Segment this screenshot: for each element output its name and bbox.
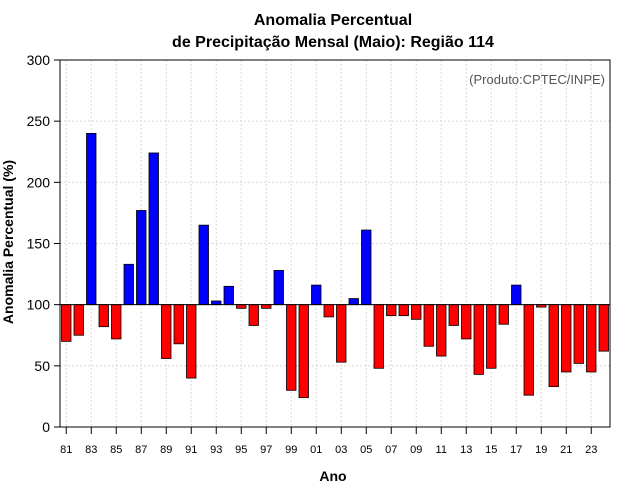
bar-24 — [598, 304, 609, 352]
bar-92 — [198, 224, 209, 306]
x-tick-label: 93 — [210, 444, 222, 456]
bar-22 — [573, 304, 584, 364]
bar-14 — [473, 304, 484, 375]
bar-90 — [173, 304, 184, 345]
bar-02 — [323, 304, 334, 318]
y-tick-label: 50 — [34, 358, 50, 374]
x-tick-label: 99 — [285, 444, 297, 456]
bar-82 — [73, 304, 84, 336]
bar-95 — [236, 304, 247, 309]
y-axis: 0 50 100 150 200 250 300 — [27, 52, 60, 435]
x-tick-label: 05 — [360, 444, 372, 456]
x-tick-label: 15 — [485, 444, 497, 456]
x-tick-label: 19 — [535, 444, 547, 456]
bar-17 — [511, 284, 522, 306]
bar-97 — [261, 304, 272, 309]
x-tick-label: 81 — [60, 444, 72, 456]
bar-04 — [348, 298, 359, 306]
x-tick-label: 11 — [436, 444, 447, 456]
bar-07 — [386, 304, 397, 317]
bar-18 — [523, 304, 534, 396]
bar-93 — [211, 300, 222, 306]
bar-83 — [86, 132, 97, 306]
y-tick-label: 0 — [42, 419, 50, 435]
x-tick-label: 97 — [260, 444, 272, 456]
x-tick-label: 87 — [135, 444, 147, 456]
bar-15 — [486, 304, 497, 369]
bar-09 — [411, 304, 422, 320]
bar-08 — [398, 304, 409, 317]
bar-94 — [223, 285, 234, 306]
x-tick-label: 21 — [560, 444, 572, 456]
x-tick-label: 17 — [510, 444, 522, 456]
bar-21 — [561, 304, 572, 373]
bar-87 — [136, 210, 147, 306]
x-tick-label: 09 — [410, 444, 422, 456]
x-tick-label: 95 — [235, 444, 247, 456]
bar-01 — [311, 284, 322, 306]
bar-84 — [98, 304, 109, 328]
bar-98 — [273, 270, 284, 306]
bar-10 — [423, 304, 434, 347]
bar-81 — [61, 304, 72, 342]
y-tick-label: 100 — [27, 297, 51, 313]
bar-13 — [461, 304, 472, 340]
bar-96 — [248, 304, 259, 326]
chart-title-line1: Anomalia Percentual — [254, 12, 412, 29]
bar-85 — [111, 304, 122, 340]
bar-03 — [336, 304, 347, 363]
x-tick-label: 07 — [385, 444, 397, 456]
bar-91 — [186, 304, 197, 379]
source-annotation: (Produto:CPTEC/INPE) — [469, 72, 605, 87]
bar-20 — [548, 304, 559, 388]
bar-86 — [123, 263, 134, 306]
x-axis-label: Ano — [319, 468, 346, 484]
y-tick-label: 200 — [27, 174, 51, 190]
x-tick-label: 85 — [110, 444, 122, 456]
bar-88 — [148, 152, 159, 306]
x-tick-label: 03 — [335, 444, 347, 456]
bar-89 — [161, 304, 172, 359]
bars — [61, 132, 609, 399]
x-tick-label: 23 — [585, 444, 597, 456]
x-tick-label: 01 — [310, 444, 322, 456]
bar-00 — [298, 304, 309, 399]
bar-06 — [373, 304, 384, 369]
y-tick-label: 300 — [27, 52, 51, 68]
bar-23 — [586, 304, 597, 373]
bar-12 — [448, 304, 459, 326]
x-axis: 81 83 85 87 89 91 93 95 97 99 01 03 05 07 09 11 13 15 17 19… — [60, 427, 597, 456]
x-tick-label: 13 — [460, 444, 472, 456]
y-axis-label: Anomalia Percentual (%) — [0, 160, 16, 324]
x-tick-label: 83 — [85, 444, 97, 456]
x-tick-label: 89 — [160, 444, 172, 456]
bar-11 — [436, 304, 447, 357]
x-tick-label: 91 — [185, 444, 197, 456]
y-tick-label: 250 — [27, 113, 51, 129]
bar-16 — [498, 304, 509, 325]
y-tick-label: 150 — [27, 236, 51, 252]
chart-title-line2: de Precipitação Mensal (Maio): Região 11… — [172, 34, 494, 51]
bar-05 — [361, 229, 372, 306]
bar-99 — [286, 304, 297, 391]
